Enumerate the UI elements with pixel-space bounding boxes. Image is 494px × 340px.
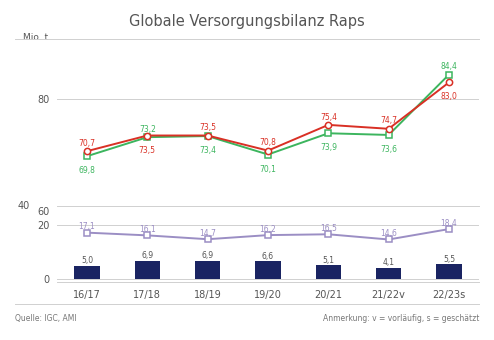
Text: 6,9: 6,9 (202, 251, 214, 260)
Text: 14,7: 14,7 (199, 229, 216, 238)
Text: 70,1: 70,1 (259, 165, 277, 174)
Bar (74, 266, 100, 279)
Text: Globale Versorgungsbilanz Raps: Globale Versorgungsbilanz Raps (129, 14, 365, 29)
Text: 73,5: 73,5 (199, 123, 216, 132)
Text: Anmerkung: v = vorläufig, s = geschätzt: Anmerkung: v = vorläufig, s = geschätzt (323, 314, 479, 323)
Text: 17,1: 17,1 (79, 222, 95, 231)
Text: 73,9: 73,9 (320, 143, 337, 152)
Text: 16,1: 16,1 (139, 225, 156, 234)
Text: 73,4: 73,4 (199, 146, 216, 155)
Text: 70,7: 70,7 (79, 139, 95, 148)
Text: Quelle: IGC, AMI: Quelle: IGC, AMI (15, 314, 77, 323)
Text: 70,8: 70,8 (259, 138, 277, 147)
Text: 69,8: 69,8 (79, 166, 95, 175)
Bar (135, 260, 160, 279)
Text: 73,5: 73,5 (139, 146, 156, 155)
Legend: Endbestände, Erzeugung, Verbrauch, Exporte: Endbestände, Erzeugung, Verbrauch, Expor… (134, 235, 402, 251)
Text: 73,6: 73,6 (380, 145, 397, 154)
Bar (316, 266, 341, 279)
Text: 83,0: 83,0 (441, 92, 457, 101)
Text: Mio. t: Mio. t (23, 33, 48, 42)
Bar (376, 268, 401, 279)
Text: 5,0: 5,0 (81, 256, 93, 265)
Text: 74,7: 74,7 (380, 116, 397, 125)
Text: 73,2: 73,2 (139, 125, 156, 134)
Text: 84,4: 84,4 (441, 62, 457, 71)
Text: 6,6: 6,6 (262, 252, 274, 260)
Text: 16,2: 16,2 (260, 225, 276, 234)
Bar (195, 260, 220, 279)
Text: 6,9: 6,9 (141, 251, 153, 260)
Text: 5,5: 5,5 (443, 255, 455, 264)
Bar (255, 261, 281, 279)
Bar (436, 265, 462, 279)
Text: 18,4: 18,4 (441, 219, 457, 228)
Text: 5,1: 5,1 (322, 256, 334, 265)
Text: 4,1: 4,1 (383, 258, 395, 268)
Text: 40: 40 (17, 201, 30, 211)
Text: 75,4: 75,4 (320, 113, 337, 121)
Text: 16,5: 16,5 (320, 224, 337, 233)
Text: 14,6: 14,6 (380, 229, 397, 238)
